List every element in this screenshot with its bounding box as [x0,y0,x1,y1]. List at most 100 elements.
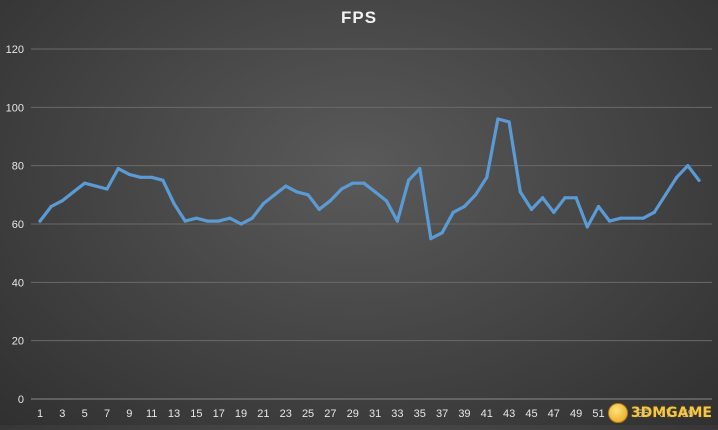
data-point [541,196,545,200]
data-point [652,210,656,214]
data-point [585,225,589,229]
gridlines [31,48,712,400]
data-point [172,201,176,206]
x-tick-label: 55 [637,408,649,420]
x-tick-label: 57 [659,408,671,420]
data-point [94,184,98,188]
mascot-icon [607,403,628,423]
data-point [83,181,87,185]
x-tick-label: 45 [525,408,537,420]
x-tick-label: 43 [503,408,515,420]
x-tick-label: 21 [257,408,269,420]
data-point [328,199,333,203]
y-tick-label: 20 [12,336,24,348]
x-tick-label: 23 [280,408,292,420]
watermark: 3DMGAME [607,403,712,423]
data-point [507,120,511,124]
data-point [284,184,288,188]
data-point [641,216,645,220]
x-tick-label: 29 [347,408,359,420]
data-point [485,175,489,179]
x-tick-label: 49 [570,408,582,420]
data-point [261,201,265,206]
data-point [474,193,478,197]
data-point [351,181,355,185]
data-point [395,219,400,223]
data-point [306,193,310,197]
data-point [686,164,690,168]
data-point [239,222,243,226]
data-point [429,236,433,241]
data-point [675,175,679,179]
y-tick-label: 0 [18,394,24,406]
x-tick-label: 37 [436,408,448,420]
x-tick-label: 59 [682,408,694,420]
series-group [38,117,701,241]
x-tick-label: 17 [213,408,225,420]
data-point [406,178,411,182]
series-line-fps [38,117,701,241]
data-point [608,219,612,223]
y-tick-label: 80 [12,161,24,173]
x-tick-label: 35 [414,408,426,420]
data-point [127,172,131,177]
y-tick-label: 60 [12,219,24,231]
data-point [496,117,500,121]
x-tick-label: 13 [168,408,180,420]
x-tick-label: 31 [369,408,381,420]
data-point [462,204,467,209]
data-point [161,178,165,182]
data-point [529,207,534,212]
y-tick-label: 100 [6,102,24,114]
data-point [373,190,377,194]
y-axis: 0 20 40 60 80 100 120 [6,44,24,406]
x-tick-label: 9 [126,408,132,420]
data-point [60,199,64,203]
x-tick-label: 47 [548,408,560,420]
data-point [138,175,143,179]
x-tick-label: 51 [592,408,604,420]
data-point [440,231,444,235]
data-point [205,219,210,223]
data-point [194,216,198,220]
data-point [295,190,299,194]
data-point [49,204,53,209]
data-point [596,204,601,209]
x-tick-label: 41 [481,408,493,420]
data-point [250,216,254,220]
x-axis: 1 3 5 7 9 11 13 15 17 19 21 23 25 27 29 31 33 35 37 39 41 43 4… [37,408,694,420]
x-tick-label: 27 [324,408,336,420]
data-point [339,187,344,191]
x-tick-label: 39 [458,408,470,420]
data-point [574,196,578,200]
chart-title: FPS [340,8,378,27]
data-point [272,193,277,197]
data-point [71,190,76,194]
data-point [38,219,42,223]
data-point [150,175,154,179]
x-tick-label: 7 [104,408,110,420]
data-point [518,190,522,194]
data-point [317,207,321,212]
x-tick-label: 11 [146,408,157,420]
x-tick-label: 33 [391,408,403,420]
data-point [116,166,120,171]
x-tick-label: 3 [59,408,65,420]
y-tick-label: 120 [6,44,24,56]
data-point [563,196,567,200]
data-point [362,181,366,185]
data-point [418,166,422,171]
x-tick-label: 5 [82,408,88,420]
data-point [630,216,634,220]
data-point [228,216,232,220]
data-point [384,199,388,203]
data-point [183,219,187,223]
data-point [217,219,221,223]
x-tick-label: 15 [190,408,202,420]
data-point [663,193,668,197]
data-point [451,210,455,214]
data-point [552,210,556,214]
x-tick-label: 25 [302,408,314,420]
